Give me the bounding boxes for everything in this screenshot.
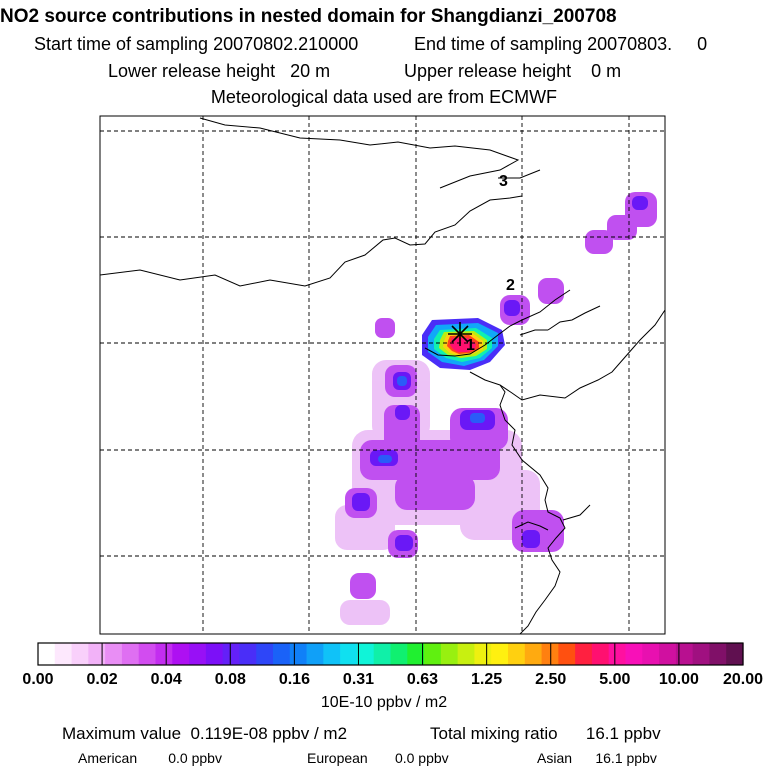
colorbar-swatch: [205, 643, 224, 665]
station-label-1: 1: [466, 337, 475, 354]
colorbar-swatch: [440, 643, 459, 665]
colorbar-swatch: [424, 643, 442, 665]
coastlines: [100, 117, 665, 634]
colorbar-swatch: [356, 643, 375, 665]
colorbar-swatch: [726, 643, 744, 665]
colorbar-swatch: [390, 643, 408, 665]
colorbar-tick-label: 10.00: [658, 671, 699, 688]
asian-contribution-label: Asian 16.1 ppbv: [537, 750, 657, 766]
station-label-3: 3: [499, 173, 508, 190]
colorbar-tick-label: 0.16: [278, 671, 310, 688]
colorbar-swatch: [273, 643, 291, 665]
colorbar-swatch: [675, 643, 694, 665]
colorbar-swatch: [709, 643, 727, 665]
colorbar-swatch: [457, 643, 476, 665]
graticule: [100, 116, 665, 634]
colorbar-tick-label: 2.50: [535, 671, 567, 688]
colorbar-swatch: [222, 643, 241, 665]
colorbar-tick-label: 0.31: [342, 671, 375, 688]
colorbar-swatch: [121, 643, 140, 665]
colorbar-swatch: [155, 643, 173, 665]
colorbar-swatch: [306, 643, 324, 665]
plot-title: NO2 source contributions in nested domai…: [0, 6, 617, 27]
total-mixing-ratio-label: Total mixing ratio 16.1 ppbv: [430, 724, 661, 743]
maximum-value-label: Maximum value 0.119E-08 ppbv / m2: [62, 724, 348, 743]
colorbar-swatch: [692, 643, 711, 665]
colorbar-swatch: [524, 643, 543, 665]
colorbar: [37, 642, 744, 666]
colorbar-tick-label: 0.08: [214, 671, 246, 688]
colorbar-swatch: [38, 643, 56, 665]
colorbar-swatch: [323, 643, 341, 665]
colorbar-swatch: [71, 643, 89, 665]
american-contribution-label: American 0.0 ppbv: [78, 750, 222, 766]
colorbar-swatch: [575, 643, 593, 665]
colorbar-swatch: [105, 643, 123, 665]
colorbar-swatch: [373, 643, 392, 665]
station-label-2: 2: [506, 277, 515, 294]
colorbar-swatch: [608, 643, 627, 665]
colorbar-swatch: [88, 643, 106, 665]
plume-blue-layer: [378, 376, 485, 463]
colorbar-frame: [37, 642, 744, 666]
european-contribution-label: European 0.0 ppbv: [307, 750, 449, 766]
colorbar-unit-label: 10E-10 ppbv / m2: [320, 694, 448, 711]
colorbar-swatch: [474, 643, 492, 665]
colorbar-swatch: [172, 643, 190, 665]
sampling-start-label: Start time of sampling 20070802.210000: [34, 34, 359, 54]
receptor-marker-icon: [448, 322, 472, 346]
colorbar-swatch: [407, 643, 425, 665]
colorbar-tick-label: 20.00: [722, 671, 764, 688]
upper-release-height-label: Upper release height 0 m: [404, 61, 622, 81]
colorbar-swatch: [289, 643, 308, 665]
colorbar-swatch: [340, 643, 358, 665]
map-frame: [99, 115, 666, 635]
colorbar-tick-label: 1.25: [471, 671, 503, 688]
receptor-hotspot: [422, 318, 505, 370]
colorbar-swatch: [642, 643, 660, 665]
meteorological-data-label: Meteorological data used are from ECMWF: [210, 87, 558, 107]
colorbar-tick-label: 0.04: [150, 671, 182, 688]
colorbar-swatch: [256, 643, 274, 665]
colorbar-swatch: [239, 643, 257, 665]
concentration-field: [100, 117, 665, 634]
colorbar-swatch: [659, 643, 677, 665]
colorbar-swatch: [138, 643, 157, 665]
colorbar-tick-label: 0.00: [22, 671, 54, 688]
colorbar-swatch: [189, 643, 207, 665]
sampling-end-label: End time of sampling 20070803. 0: [414, 34, 708, 54]
plume-dark-layer: [352, 196, 648, 551]
colorbar-swatch: [491, 643, 509, 665]
colorbar-swatch: [558, 643, 576, 665]
colorbar-tick-label: 0.63: [406, 671, 439, 688]
colorbar-swatch: [625, 643, 643, 665]
colorbar-swatch: [508, 643, 526, 665]
lower-release-height-label: Lower release height 20 m: [108, 61, 331, 81]
colorbar-swatch: [591, 643, 610, 665]
colorbar-tick-label: 5.00: [599, 671, 631, 688]
colorbar-swatch: [54, 643, 73, 665]
colorbar-tick-label: 0.02: [86, 671, 118, 688]
